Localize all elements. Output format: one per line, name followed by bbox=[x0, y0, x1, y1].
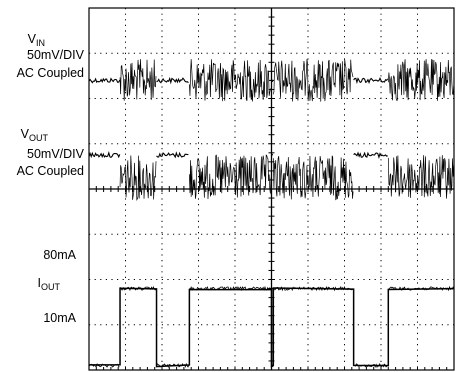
iout-high-label: 80mA bbox=[43, 248, 76, 262]
vin-label-sub: IN bbox=[36, 38, 45, 48]
vout-scale-label: 50mV/DIV bbox=[27, 147, 85, 161]
svg-text:VIN: VIN bbox=[28, 32, 45, 48]
iout-trace-noise bbox=[156, 362, 190, 368]
iout-trace-noise bbox=[271, 363, 274, 368]
vin-trace-segment-5 bbox=[272, 59, 354, 102]
vout-trace-segment-7 bbox=[387, 155, 455, 199]
iout-label: 80mA IOUT 10mA bbox=[38, 248, 77, 325]
vout-trace-segment-5 bbox=[272, 155, 354, 201]
vout-trace-segment-3 bbox=[189, 154, 272, 199]
vin-label: VIN 50mV/DIV AC Coupled bbox=[17, 32, 85, 80]
vout-trace-segment-1 bbox=[119, 155, 157, 202]
iout-trace-noise bbox=[189, 285, 272, 292]
vin-trace-segment-3 bbox=[189, 59, 272, 102]
iout-trace-noise bbox=[88, 363, 120, 368]
vout-trace-segment-6 bbox=[353, 151, 388, 160]
vin-trace-segment-0 bbox=[88, 77, 121, 84]
vin-trace-segment-4 bbox=[270, 78, 274, 83]
svg-text:VOUT: VOUT bbox=[21, 127, 49, 143]
vin-trace-segment-7 bbox=[387, 59, 455, 101]
vout-label: VOUT 50mV/DIV AC Coupled bbox=[17, 127, 85, 178]
iout-trace bbox=[88, 287, 455, 368]
vout-trace-segment-2 bbox=[156, 151, 189, 159]
vout-trace-segment-0 bbox=[88, 151, 121, 159]
iout-trace-noise bbox=[353, 362, 389, 368]
iout-trace-noise bbox=[119, 286, 157, 292]
vin-coupling-label: AC Coupled bbox=[17, 66, 84, 80]
vout-coupling-label: AC Coupled bbox=[17, 164, 84, 178]
vin-trace-segment-2 bbox=[156, 76, 189, 85]
svg-text:IOUT: IOUT bbox=[38, 276, 61, 292]
vout-label-main: V bbox=[21, 127, 30, 141]
vin-label-main: V bbox=[28, 32, 37, 46]
iout-trace-noise bbox=[273, 285, 354, 292]
vin-scale-label: 50mV/DIV bbox=[27, 48, 85, 62]
vout-label-sub: OUT bbox=[29, 133, 49, 143]
vin-trace-segment-1 bbox=[119, 59, 157, 101]
traces bbox=[88, 59, 455, 368]
iout-label-sub: OUT bbox=[41, 282, 61, 292]
vout-trace-segment-4 bbox=[271, 153, 274, 157]
iout-trace-noise bbox=[388, 285, 455, 292]
iout-low-label: 10mA bbox=[43, 311, 76, 325]
iout-label-main: I bbox=[38, 276, 41, 290]
vin-trace-segment-6 bbox=[353, 76, 389, 85]
